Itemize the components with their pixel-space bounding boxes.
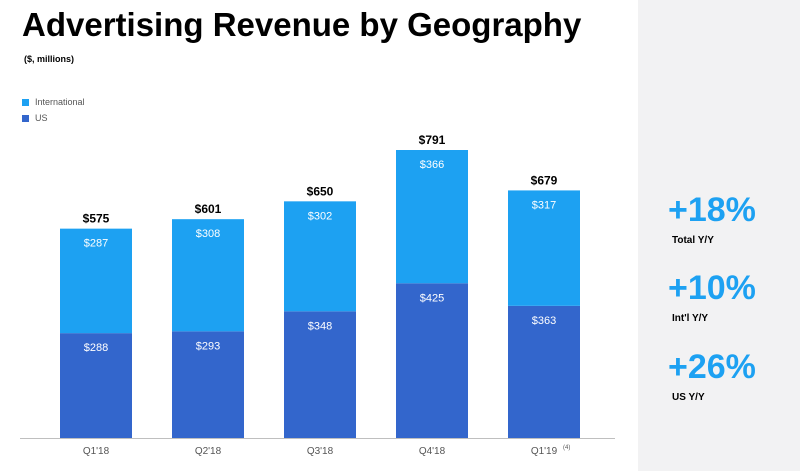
x-tick-label-1: Q2'18 (195, 446, 222, 457)
bar-label-international-1: $308 (196, 228, 220, 240)
bar-label-us-1: $293 (196, 340, 220, 352)
bar-international-4 (508, 190, 580, 306)
stat-intl-label: Int'l Y/Y (672, 313, 709, 324)
bar-total-label-1: $601 (195, 202, 222, 216)
stat-us-label: US Y/Y (672, 392, 705, 403)
bar-total-label-4: $679 (531, 173, 558, 187)
x-tick-note-4: (4) (563, 445, 570, 451)
bar-label-international-3: $366 (420, 159, 444, 171)
growth-panel: +18% Total Y/Y +10% Int'l Y/Y +26% US Y/… (638, 0, 800, 471)
stat-us-value: +26% (668, 348, 756, 386)
legend-swatch-us (22, 114, 29, 122)
legend-label-international: International (35, 97, 85, 107)
bar-label-us-3: $425 (420, 292, 444, 304)
bar-total-label-3: $791 (419, 133, 446, 147)
legend-swatch-international (22, 98, 29, 106)
bar-label-us-4: $363 (532, 315, 556, 327)
bar-us-3 (396, 283, 468, 438)
x-tick-label-2: Q3'18 (307, 446, 334, 457)
bar-label-us-2: $348 (308, 320, 332, 332)
bar-total-label-2: $650 (307, 184, 334, 198)
bar-us-2 (284, 311, 356, 438)
bar-us-0 (60, 333, 132, 438)
bar-international-3 (396, 150, 468, 284)
legend: International US (22, 94, 85, 126)
stat-intl-value: +10% (668, 269, 756, 307)
x-tick-label-4: Q1'19 (531, 446, 558, 457)
legend-label-us: US (35, 113, 48, 123)
stat-us: +26% US Y/Y (668, 350, 788, 403)
bar-label-international-0: $287 (84, 238, 108, 250)
legend-item-us: US (22, 110, 85, 126)
stat-total-label: Total Y/Y (672, 235, 714, 246)
bar-international-0 (60, 228, 132, 334)
bar-total-label-0: $575 (83, 212, 110, 226)
bar-label-us-0: $288 (84, 342, 108, 354)
chart-title: Advertising Revenue by Geography (22, 6, 582, 43)
bar-chart: $288 $287 $575 Q1'18 $293 $308 $601 Q2'18 $348 $3… (20, 133, 615, 457)
x-tick-label-3: Q4'18 (419, 446, 446, 457)
bar-international-1 (172, 219, 244, 332)
stat-total-value: +18% (668, 191, 756, 229)
bar-us-4 (508, 305, 580, 438)
x-tick-label-0: Q1'18 (83, 446, 110, 457)
legend-item-international: International (22, 94, 85, 110)
stat-total: +18% Total Y/Y (668, 193, 788, 246)
chart-subtitle: ($, millions) (24, 54, 75, 64)
stat-intl: +10% Int'l Y/Y (668, 271, 788, 324)
bar-label-international-4: $317 (532, 199, 556, 211)
bar-international-2 (284, 201, 356, 312)
bar-us-1 (172, 331, 244, 438)
bar-label-international-2: $302 (308, 210, 332, 222)
